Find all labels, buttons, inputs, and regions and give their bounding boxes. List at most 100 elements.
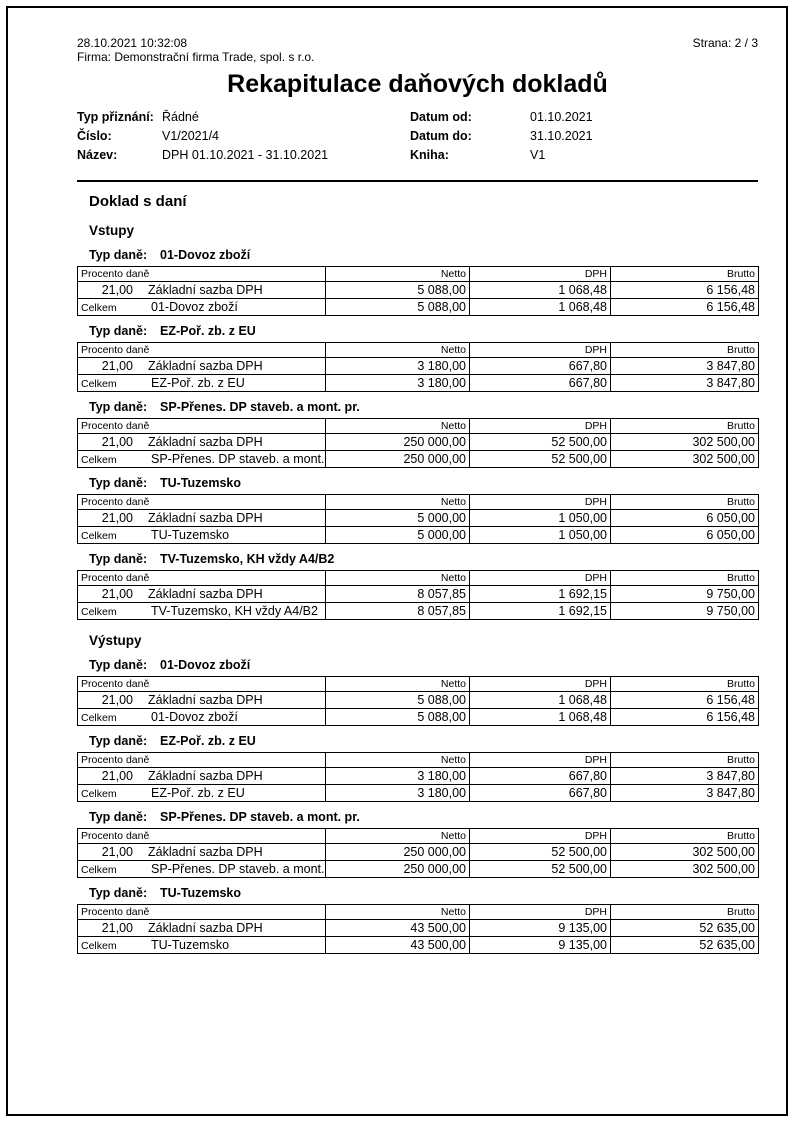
tax-rate-row: 21,00 Základní sazba DPH 5 000,00 1 050,… <box>77 509 759 527</box>
tax-rate-row: 21,00 Základní sazba DPH 250 000,00 52 5… <box>77 843 759 861</box>
col-header-dph: DPH <box>469 676 611 692</box>
col-header-dph: DPH <box>469 342 611 358</box>
company-line: Firma: Demonstrační firma Trade, spol. s… <box>77 50 315 64</box>
total-netto: 3 180,00 <box>325 784 470 802</box>
meta-value: V1/2021/4 <box>162 129 219 143</box>
tax-type-name: TU-Tuzemsko <box>160 476 242 490</box>
total-dph: 1 050,00 <box>469 526 611 544</box>
tax-rate-name: Základní sazba DPH <box>148 511 263 525</box>
tax-type-name: EZ-Poř. zb. z EU <box>160 324 256 338</box>
tax-rate-name: Základní sazba DPH <box>148 921 263 935</box>
netto-value: 43 500,00 <box>325 919 470 937</box>
col-header-brutto: Brutto <box>610 752 759 768</box>
subsection-vystupy: Výstupy <box>89 633 142 648</box>
tax-rate-percent: 21,00 <box>101 845 133 859</box>
col-header-dph: DPH <box>469 418 611 434</box>
tax-group: Typ daně: TV-Tuzemsko, KH vždy A4/B2 Pro… <box>77 552 759 620</box>
brutto-value: 52 635,00 <box>610 919 759 937</box>
table-header-row: Procento daně Netto DPH Brutto <box>77 904 759 920</box>
tax-type-name: 01-Dovoz zboží <box>160 658 251 672</box>
tax-table: Procento daně Netto DPH Brutto 21,00 Zák… <box>77 570 759 620</box>
print-datetime: 28.10.2021 10:32:08 <box>77 36 188 50</box>
meta-value: DPH 01.10.2021 - 31.10.2021 <box>162 148 329 162</box>
tax-table: Procento daně Netto DPH Brutto 21,00 Zák… <box>77 828 759 878</box>
tax-type-label: Typ daně: <box>89 886 148 900</box>
tax-rate-row: 21,00 Základní sazba DPH 5 088,00 1 068,… <box>77 691 759 709</box>
col-header-netto: Netto <box>325 828 470 844</box>
tax-rate-name: Základní sazba DPH <box>148 283 263 297</box>
brutto-value: 6 156,48 <box>610 691 759 709</box>
tax-rate-percent: 21,00 <box>101 283 133 297</box>
total-name: TU-Tuzemsko <box>151 938 230 952</box>
report-header-row: 28.10.2021 10:32:08 Strana: 2 / 3 <box>77 36 758 50</box>
total-label: Celkem <box>81 606 117 618</box>
col-header-percent: Procento daně <box>77 828 326 844</box>
col-header-brutto: Brutto <box>610 266 759 282</box>
tax-group: Typ daně: 01-Dovoz zboží Procento daně N… <box>77 658 759 726</box>
tax-type-row: Typ daně: TV-Tuzemsko, KH vždy A4/B2 <box>89 552 758 567</box>
tax-type-label: Typ daně: <box>89 810 148 824</box>
tax-group: Typ daně: SP-Přenes. DP staveb. a mont. … <box>77 810 759 878</box>
total-label: Celkem <box>81 788 117 800</box>
total-dph: 9 135,00 <box>469 936 611 954</box>
col-header-brutto: Brutto <box>610 904 759 920</box>
tax-type-row: Typ daně: TU-Tuzemsko <box>89 476 758 491</box>
page-number-label: Strana: 2 / 3 <box>692 36 758 50</box>
table-header-row: Procento daně Netto DPH Brutto <box>77 494 759 510</box>
total-name: EZ-Poř. zb. z EU <box>151 786 245 800</box>
total-netto: 43 500,00 <box>325 936 470 954</box>
metadata-row: Kniha: V1 <box>410 146 758 165</box>
total-row: Celkem 01-Dovoz zboží 5 088,00 1 068,48 … <box>77 708 759 726</box>
tax-rate-percent: 21,00 <box>101 693 133 707</box>
total-name: TU-Tuzemsko <box>151 528 230 542</box>
report-title: Rekapitulace daňových dokladů <box>227 70 608 98</box>
col-header-percent: Procento daně <box>77 570 326 586</box>
netto-value: 5 088,00 <box>325 281 470 299</box>
total-netto: 3 180,00 <box>325 374 470 392</box>
total-dph: 1 068,48 <box>469 708 611 726</box>
tax-group: Typ daně: 01-Dovoz zboží Procento daně N… <box>77 248 759 316</box>
col-header-dph: DPH <box>469 828 611 844</box>
meta-label: Název: <box>77 148 118 162</box>
tax-type-label: Typ daně: <box>89 734 148 748</box>
col-header-netto: Netto <box>325 266 470 282</box>
tax-type-row: Typ daně: 01-Dovoz zboží <box>89 658 758 673</box>
netto-value: 3 180,00 <box>325 357 470 375</box>
total-label: Celkem <box>81 864 117 876</box>
dph-value: 52 500,00 <box>469 843 611 861</box>
tax-rate-percent: 21,00 <box>101 359 133 373</box>
tax-rate-row: 21,00 Základní sazba DPH 250 000,00 52 5… <box>77 433 759 451</box>
netto-value: 3 180,00 <box>325 767 470 785</box>
tax-rate-percent: 21,00 <box>101 435 133 449</box>
total-netto: 8 057,85 <box>325 602 470 620</box>
table-header-row: Procento daně Netto DPH Brutto <box>77 342 759 358</box>
tax-type-name: EZ-Poř. zb. z EU <box>160 734 256 748</box>
total-row: Celkem TU-Tuzemsko 5 000,00 1 050,00 6 0… <box>77 526 759 544</box>
tax-rate-row: 21,00 Základní sazba DPH 3 180,00 667,80… <box>77 357 759 375</box>
col-header-percent: Procento daně <box>77 904 326 920</box>
total-row: Celkem EZ-Poř. zb. z EU 3 180,00 667,80 … <box>77 374 759 392</box>
netto-value: 5 000,00 <box>325 509 470 527</box>
tax-table: Procento daně Netto DPH Brutto 21,00 Zák… <box>77 676 759 726</box>
tax-type-row: Typ daně: 01-Dovoz zboží <box>89 248 758 263</box>
total-label: Celkem <box>81 530 117 542</box>
col-header-netto: Netto <box>325 494 470 510</box>
total-brutto: 302 500,00 <box>610 860 759 878</box>
dph-value: 1 068,48 <box>469 281 611 299</box>
tax-group: Typ daně: TU-Tuzemsko Procento daně Nett… <box>77 886 759 954</box>
col-header-brutto: Brutto <box>610 494 759 510</box>
table-header-row: Procento daně Netto DPH Brutto <box>77 418 759 434</box>
tax-type-label: Typ daně: <box>89 476 148 490</box>
total-label: Celkem <box>81 454 117 466</box>
tax-type-label: Typ daně: <box>89 324 148 338</box>
vstupy-groups: Typ daně: 01-Dovoz zboží Procento daně N… <box>77 248 759 620</box>
tax-rate-name: Základní sazba DPH <box>148 845 263 859</box>
dph-value: 9 135,00 <box>469 919 611 937</box>
tax-rate-name: Základní sazba DPH <box>148 587 263 601</box>
tax-type-name: 01-Dovoz zboží <box>160 248 251 262</box>
metadata-left-column: Typ přiznání: Řádné Číslo: V1/2021/4 Náz… <box>77 108 410 165</box>
total-dph: 667,80 <box>469 374 611 392</box>
dph-value: 667,80 <box>469 767 611 785</box>
col-header-percent: Procento daně <box>77 676 326 692</box>
tax-rate-percent: 21,00 <box>101 769 133 783</box>
